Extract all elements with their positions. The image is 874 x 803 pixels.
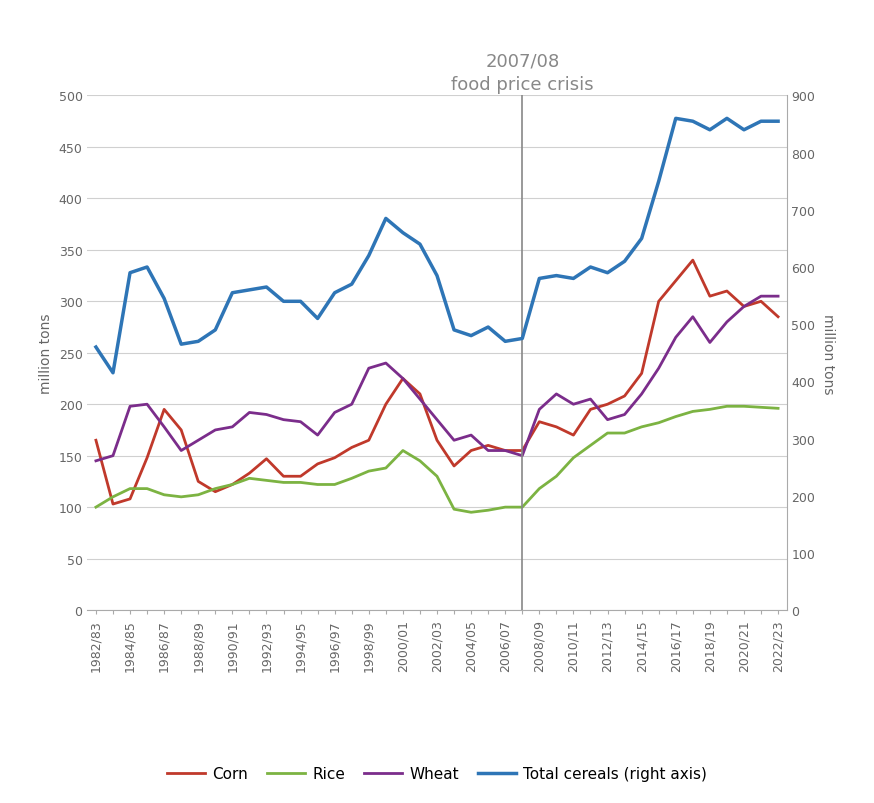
Y-axis label: million tons: million tons: [821, 313, 835, 393]
Legend: Corn, Rice, Wheat, Total cereals (right axis): Corn, Rice, Wheat, Total cereals (right …: [161, 760, 713, 787]
Text: 2007/08
food price crisis: 2007/08 food price crisis: [451, 53, 593, 94]
Y-axis label: million tons: million tons: [39, 313, 53, 393]
